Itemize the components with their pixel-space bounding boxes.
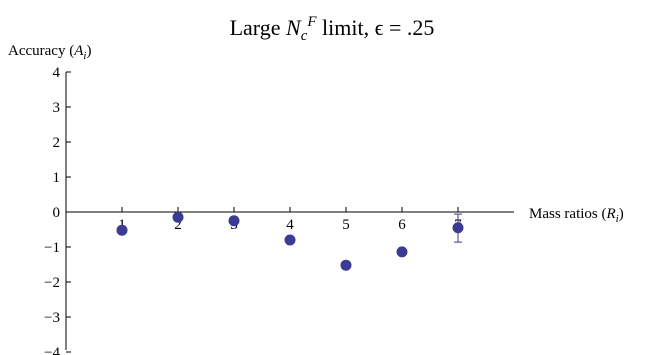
data-point — [116, 224, 128, 236]
title-prefix: Large — [230, 15, 286, 40]
x-axis-label-close: ) — [619, 206, 624, 222]
y-tick-label: 2 — [53, 135, 61, 151]
data-point — [452, 222, 464, 234]
y-tick-label: 0 — [53, 205, 61, 221]
data-point — [284, 234, 296, 246]
chart-title: Large NcF limit, ϵ = .25 — [230, 14, 435, 44]
x-tick-label: 5 — [342, 217, 350, 233]
y-ticks: 4 3 2 1 0 −1 −2 −3 −4 — [44, 65, 71, 355]
x-tick-label: 2 — [174, 217, 182, 233]
title-subscript: c — [301, 28, 308, 44]
y-axis-label-sub: i — [83, 50, 86, 62]
y-tick-label: −3 — [44, 310, 60, 326]
y-tick-label: −2 — [44, 275, 60, 291]
y-axis-label-text: Accuracy ( — [8, 43, 74, 59]
y-tick-label: −1 — [44, 240, 60, 256]
x-axis-label: Mass ratios (Ri) — [529, 206, 624, 225]
x-ticks: 1234567 — [118, 207, 462, 233]
data-point — [340, 259, 352, 271]
y-axis-label-var: A — [73, 43, 84, 59]
data-point — [172, 211, 184, 223]
y-tick-label: 4 — [53, 65, 61, 81]
x-axis-label-text: Mass ratios ( — [529, 206, 607, 222]
title-n: N — [285, 15, 302, 40]
x-tick-label: 4 — [286, 217, 294, 233]
y-axis-label-close: ) — [86, 43, 91, 59]
title-superscript: F — [306, 14, 317, 30]
data-point — [228, 215, 240, 227]
y-tick-label: 1 — [53, 170, 61, 186]
data-points — [116, 211, 464, 271]
title-suffix: limit, ϵ = .25 — [317, 15, 435, 40]
y-tick-label: 3 — [53, 100, 61, 116]
x-tick-label: 6 — [398, 217, 406, 233]
x-axis-label-var: R — [606, 206, 616, 222]
x-axis-label-sub: i — [616, 213, 619, 225]
y-axis-label: Accuracy (Ai) — [8, 43, 91, 62]
y-tick-label: −4 — [44, 345, 60, 355]
data-point — [396, 246, 408, 258]
